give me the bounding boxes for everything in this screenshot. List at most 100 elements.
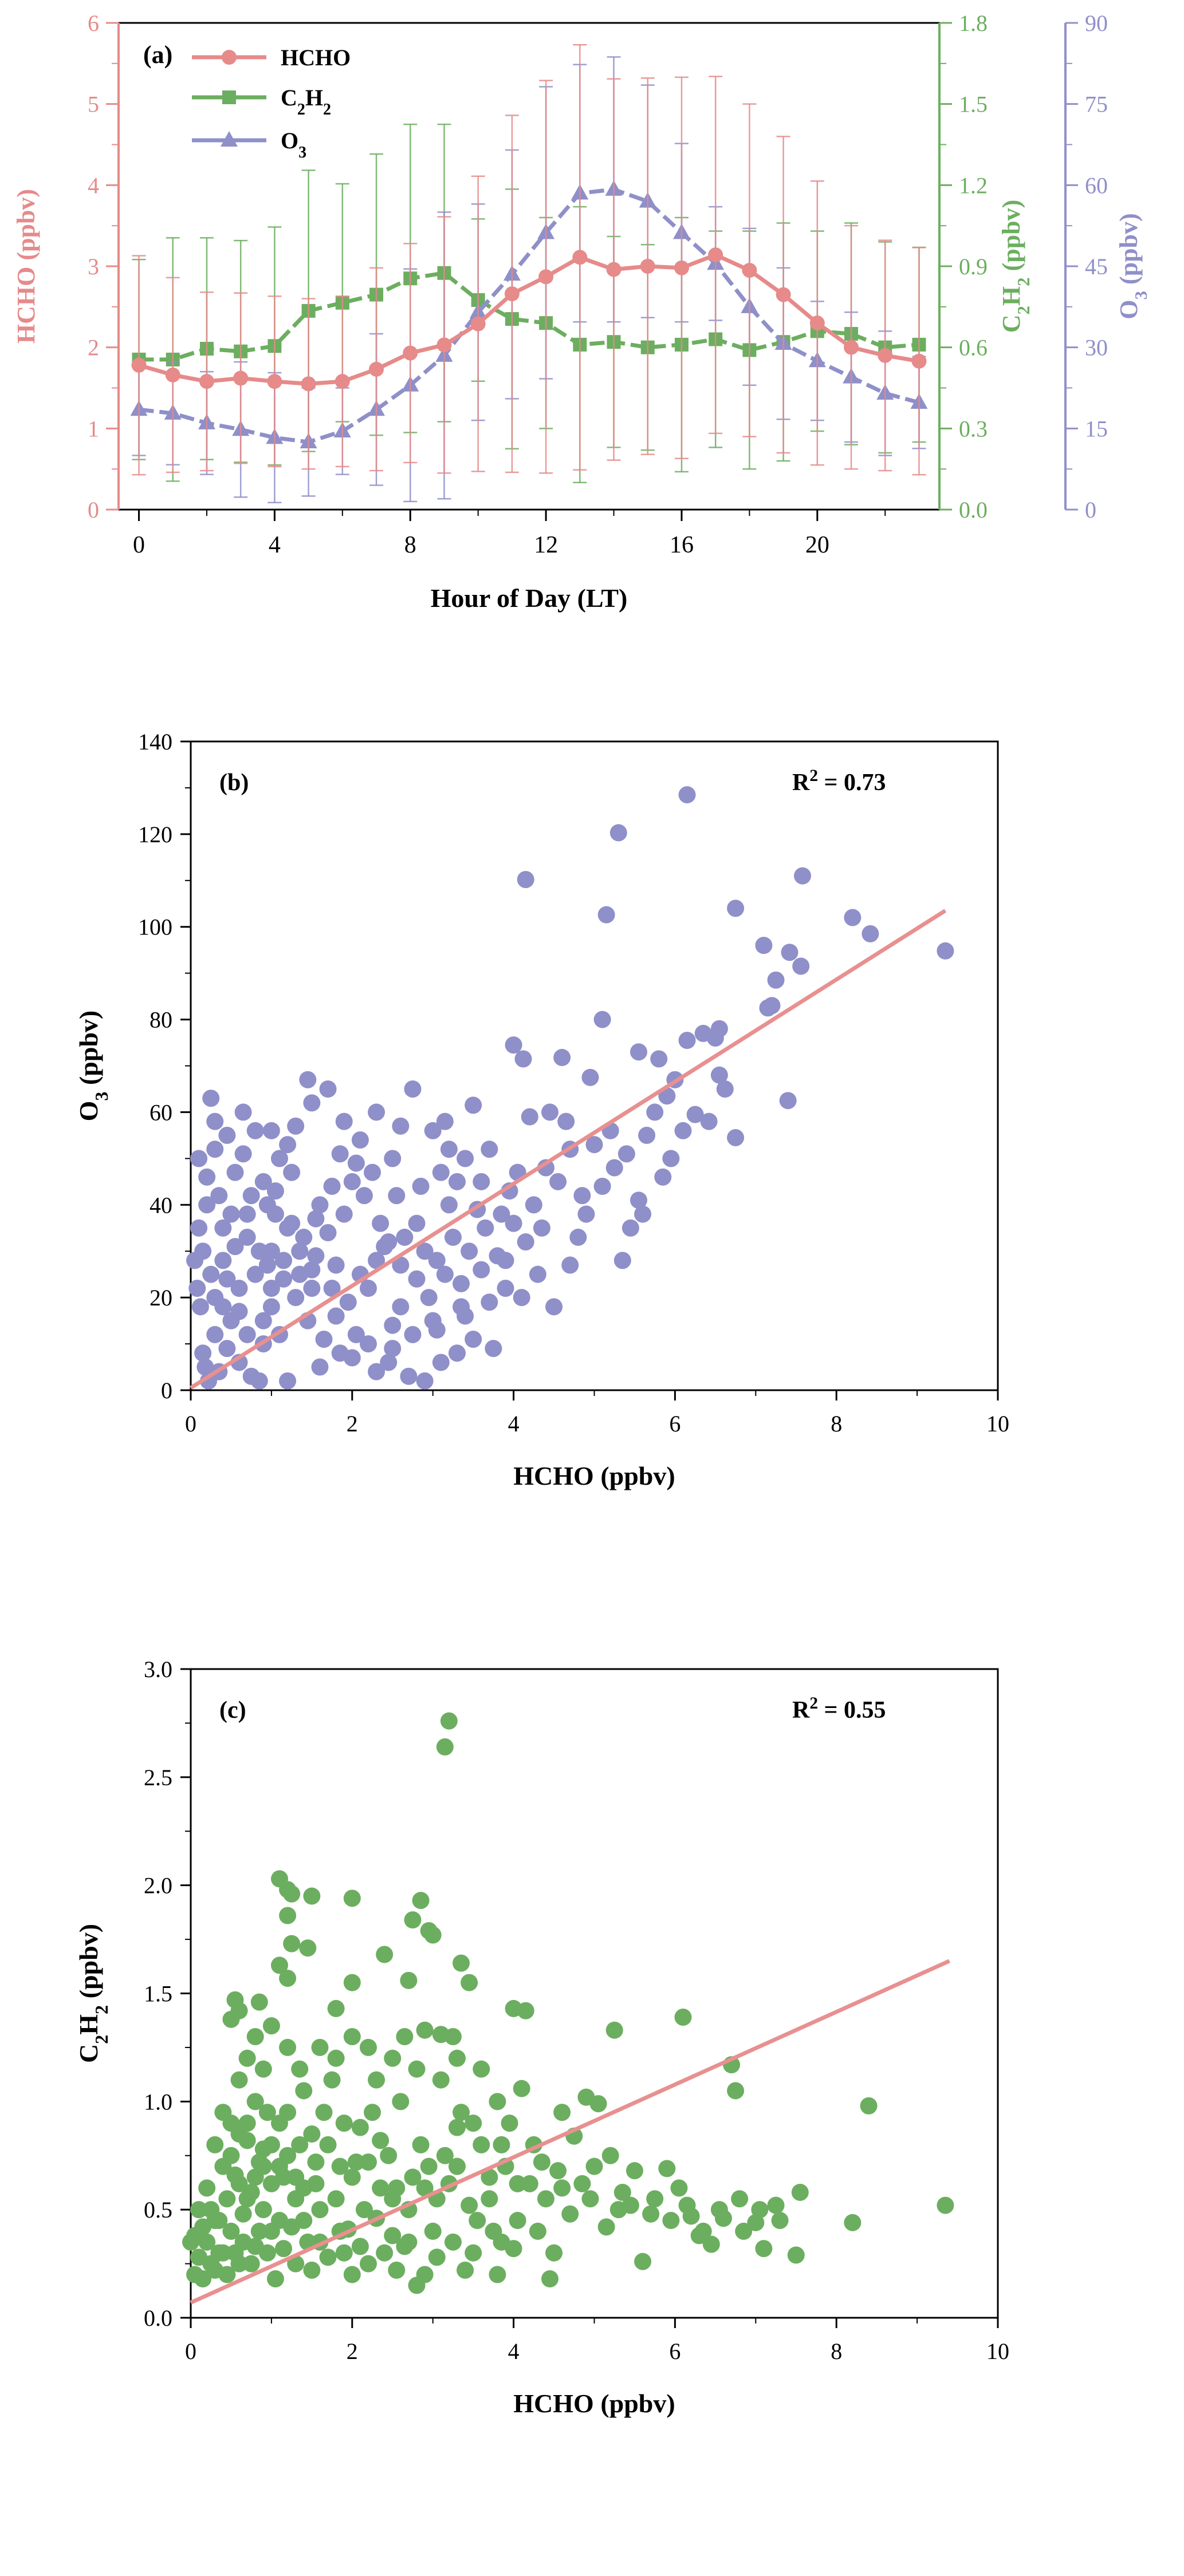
data-point	[412, 2136, 430, 2153]
y-axis-title-right2: O3 (ppbv)	[1115, 213, 1151, 319]
data-point	[505, 2240, 522, 2258]
legend-label-part: H	[305, 85, 323, 111]
data-point	[206, 1141, 224, 1158]
data-point	[404, 1911, 422, 1929]
y-tick-label: 100	[138, 914, 172, 940]
legend-label-part: 2	[323, 101, 331, 119]
data-point	[198, 1168, 216, 1186]
data-point	[767, 2196, 785, 2214]
data-point	[678, 786, 696, 804]
y-axis-title-left: HCHO (ppbv)	[12, 189, 40, 344]
data-point	[283, 1214, 301, 1232]
data-point	[408, 1214, 426, 1232]
data-point	[517, 871, 534, 889]
data-point	[776, 287, 791, 302]
data-point	[617, 1145, 635, 1163]
data-point	[654, 1168, 672, 1186]
y-tick-label: 0.9	[959, 254, 988, 279]
data-point	[513, 1289, 530, 1307]
data-point	[364, 2104, 381, 2121]
data-point	[372, 1214, 390, 1232]
y-tick-label: 90	[1085, 10, 1108, 36]
data-point	[626, 2162, 643, 2180]
r2-annotation-part: 2	[809, 1694, 818, 1713]
data-point	[436, 1113, 454, 1130]
y-tick-label: 0	[161, 1378, 172, 1403]
data-point	[601, 2147, 619, 2164]
data-point	[234, 1145, 252, 1163]
data-point	[359, 2038, 377, 2056]
data-point	[311, 2201, 329, 2219]
data-point	[727, 2082, 745, 2100]
data-point	[266, 2270, 284, 2288]
data-point	[299, 1071, 317, 1088]
data-point	[246, 1265, 264, 1283]
data-point	[577, 1205, 595, 1223]
data-point	[412, 1892, 430, 1910]
data-point	[270, 2157, 288, 2175]
x-tick-label: 4	[269, 532, 281, 558]
data-point	[311, 2038, 329, 2056]
data-point	[188, 1279, 206, 1297]
data-point	[444, 2028, 462, 2046]
data-point	[420, 1289, 438, 1307]
data-point	[206, 2136, 224, 2153]
data-point	[230, 2175, 248, 2192]
y-axis-title-part: O	[74, 1101, 103, 1122]
y-tick-label: 75	[1085, 92, 1108, 117]
y-axis-title-right2-part: (ppbv)	[1115, 213, 1143, 291]
data-point	[291, 1242, 309, 1260]
data-point	[191, 1298, 209, 1316]
y-axis-title: O3 (ppbv)	[74, 1011, 112, 1122]
data-point	[742, 263, 757, 278]
data-point	[210, 2244, 228, 2262]
y-axis-title-right1-part: 2	[1014, 277, 1033, 286]
r2-annotation-part: = 0.73	[818, 770, 886, 796]
data-point	[384, 2049, 402, 2067]
data-point	[432, 1354, 450, 1371]
y-axis-title-part: 3	[91, 1092, 112, 1101]
data-point	[262, 2017, 280, 2035]
data-point	[646, 1103, 664, 1121]
data-point	[605, 2021, 623, 2039]
data-point	[343, 2266, 361, 2283]
data-point	[319, 2248, 337, 2266]
data-point	[270, 1150, 288, 1167]
data-point	[674, 2009, 692, 2026]
data-point	[727, 1129, 745, 1146]
data-point	[335, 1205, 353, 1223]
data-point	[194, 1242, 212, 1260]
data-point	[368, 2071, 386, 2089]
data-point	[416, 2266, 434, 2283]
data-point	[597, 2218, 615, 2236]
data-point	[327, 2049, 345, 2067]
x-tick-label: 20	[805, 532, 829, 558]
data-point	[238, 1326, 256, 1343]
series-left	[131, 44, 927, 476]
x-tick-label: 8	[831, 1411, 842, 1437]
data-point	[262, 2222, 280, 2240]
data-point	[246, 1122, 264, 1139]
y-tick-label: 1.0	[144, 2089, 172, 2115]
data-point	[301, 376, 316, 392]
data-point	[388, 1187, 406, 1205]
data-point	[194, 1344, 212, 1362]
data-point	[323, 1177, 341, 1195]
data-point	[323, 2071, 341, 2089]
x-tick-label: 8	[404, 532, 416, 558]
x-tick-label: 12	[534, 532, 558, 558]
r2-annotation-part: = 0.55	[818, 1697, 886, 1723]
data-point	[634, 1205, 652, 1223]
data-point	[489, 1247, 506, 1265]
data-point	[347, 1326, 365, 1343]
data-point	[230, 1303, 248, 1320]
data-point	[230, 1279, 248, 1297]
data-point	[380, 1354, 398, 1371]
data-point	[404, 1080, 422, 1098]
data-point	[674, 260, 689, 275]
data-point	[331, 1344, 349, 1362]
data-point	[465, 1330, 482, 1348]
data-point	[581, 2190, 599, 2208]
data-point	[364, 1163, 381, 1181]
data-point	[792, 957, 810, 975]
